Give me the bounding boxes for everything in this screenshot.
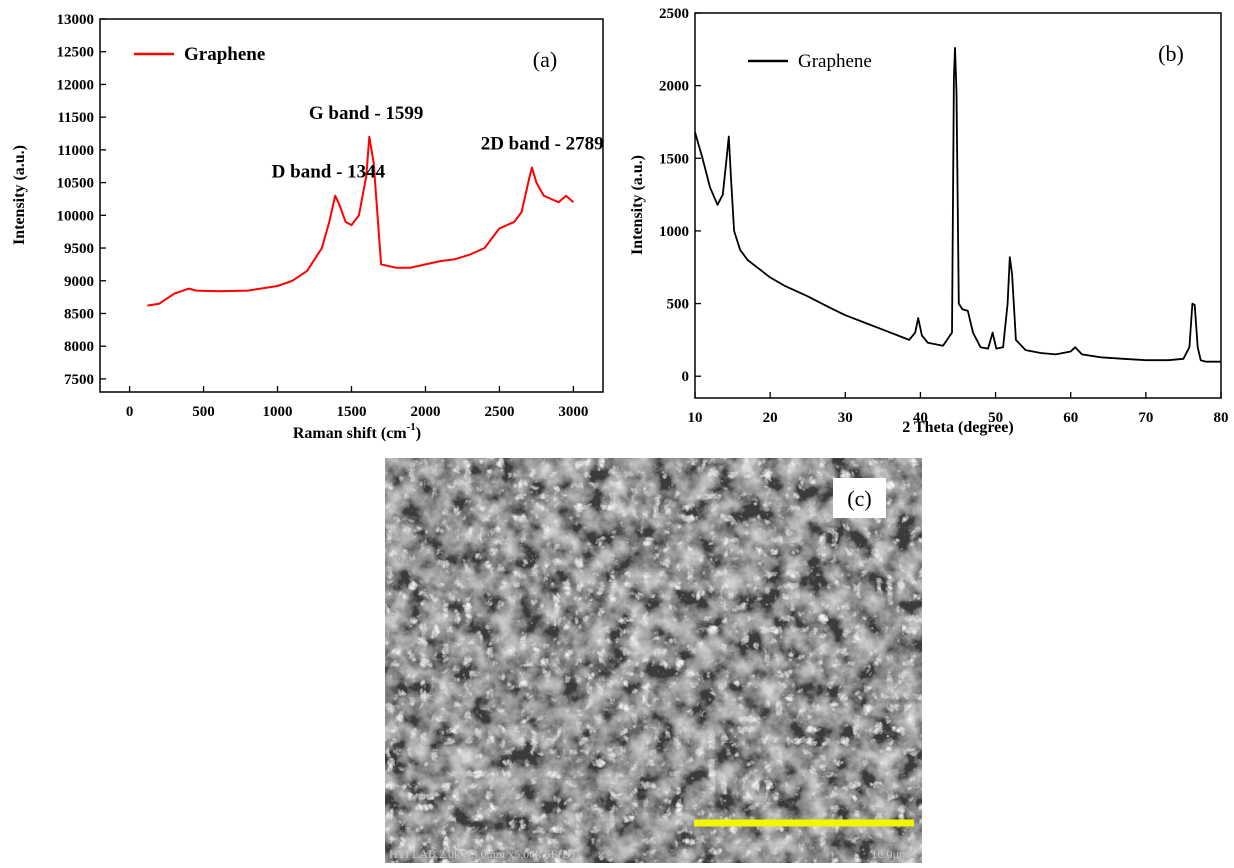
raman-y-tick-label: 12500 [57, 45, 95, 61]
xrd-y-tick-label: 1000 [659, 224, 689, 240]
xrd-x-tick-label: 70 [1138, 410, 1153, 426]
raman-x-tick-label: 0 [126, 404, 134, 420]
raman-y-tick-label: 10000 [57, 208, 95, 224]
xrd-y-tick-label: 500 [667, 297, 690, 313]
raman-chart: Intensity (a.u.) Raman shift (cm-1) 0 500… [11, 12, 604, 442]
raman-legend-label: Graphene [184, 44, 265, 65]
raman-series-line [147, 135, 575, 307]
xrd-x-tick-label: 60 [1063, 410, 1078, 426]
xrd-x-tick-label: 20 [763, 410, 778, 426]
raman-y-tick-label: 9000 [64, 274, 94, 290]
xrd-y-axis-label: Intensity (a.u.) [629, 155, 646, 255]
raman-x-tick-label: 2500 [484, 404, 514, 420]
raman-x-tick-label: 1500 [337, 404, 367, 420]
raman-peak-annotation: G band - 1599 [309, 103, 424, 124]
xrd-y-tick-label: 2500 [659, 6, 689, 22]
sem-micrograph: (c) HTI LAB 2.0kV 3.6mm x5.00k SE(U) 10.… [385, 458, 922, 863]
sem-panel-label-box [833, 478, 886, 518]
xrd-x-tick-label: 10 [688, 410, 703, 426]
xrd-y-tick-label: 0 [682, 369, 690, 385]
xrd-plot-frame [694, 12, 1222, 399]
raman-x-tick-label: 2000 [410, 404, 440, 420]
raman-x-tick-label: 500 [192, 404, 215, 420]
raman-y-tick-label: 12000 [57, 77, 95, 93]
xrd-x-tick-label: 50 [988, 410, 1003, 426]
xrd-x-tick-label: 30 [838, 410, 853, 426]
raman-chart-panel: Intensity (a.u.) Raman shift (cm-1) 0 500… [0, 0, 615, 450]
xrd-legend-label: Graphene [798, 51, 872, 72]
raman-plot-frame [99, 18, 604, 393]
xrd-y-tick-label: 1500 [659, 151, 689, 167]
raman-y-tick-label: 9500 [64, 241, 94, 257]
xrd-series-line [694, 47, 1221, 363]
raman-y-tick-label: 7500 [64, 372, 94, 388]
scale-bar-label: 10.0µm [871, 847, 909, 861]
raman-x-tick-label: 3000 [558, 404, 588, 420]
sem-texture [385, 458, 922, 863]
raman-y-tick-label: 8500 [64, 306, 94, 322]
xrd-y-tick-label: 2000 [659, 79, 689, 95]
raman-panel-label: (a) [533, 47, 557, 72]
raman-y-tick-label: 11000 [57, 143, 94, 159]
xrd-chart: Intensity (a.u.) 2 Theta (degree) 10 20 30… [629, 6, 1229, 436]
raman-y-tick-label: 11500 [57, 110, 94, 126]
raman-peak-annotation: 2D band - 2789 [481, 134, 604, 155]
sem-image-panel: (c) HTI LAB 2.0kV 3.6mm x5.00k SE(U) 10.… [385, 458, 922, 863]
sem-panel-label: (c) [847, 486, 871, 511]
raman-x-tick-label: 1000 [263, 404, 293, 420]
xrd-x-tick-label: 80 [1214, 410, 1229, 426]
xrd-panel-label: (b) [1158, 41, 1184, 66]
xrd-chart-panel: Intensity (a.u.) 2 Theta (degree) 10 20 30… [622, 0, 1234, 450]
raman-y-tick-label: 13000 [57, 12, 95, 28]
raman-x-axis-label: Raman shift (cm-1) [293, 421, 421, 442]
xrd-x-tick-label: 40 [913, 410, 928, 426]
sem-info-text: HTI LAB 2.0kV 3.6mm x5.00k SE(U) [389, 847, 575, 861]
xrd-x-axis-label: 2 Theta (degree) [902, 419, 1013, 436]
raman-y-tick-label: 8000 [64, 339, 94, 355]
raman-y-tick-label: 10500 [57, 176, 95, 192]
raman-y-axis-label: Intensity (a.u.) [11, 145, 28, 245]
raman-peak-annotation: D band - 1344 [272, 162, 386, 183]
